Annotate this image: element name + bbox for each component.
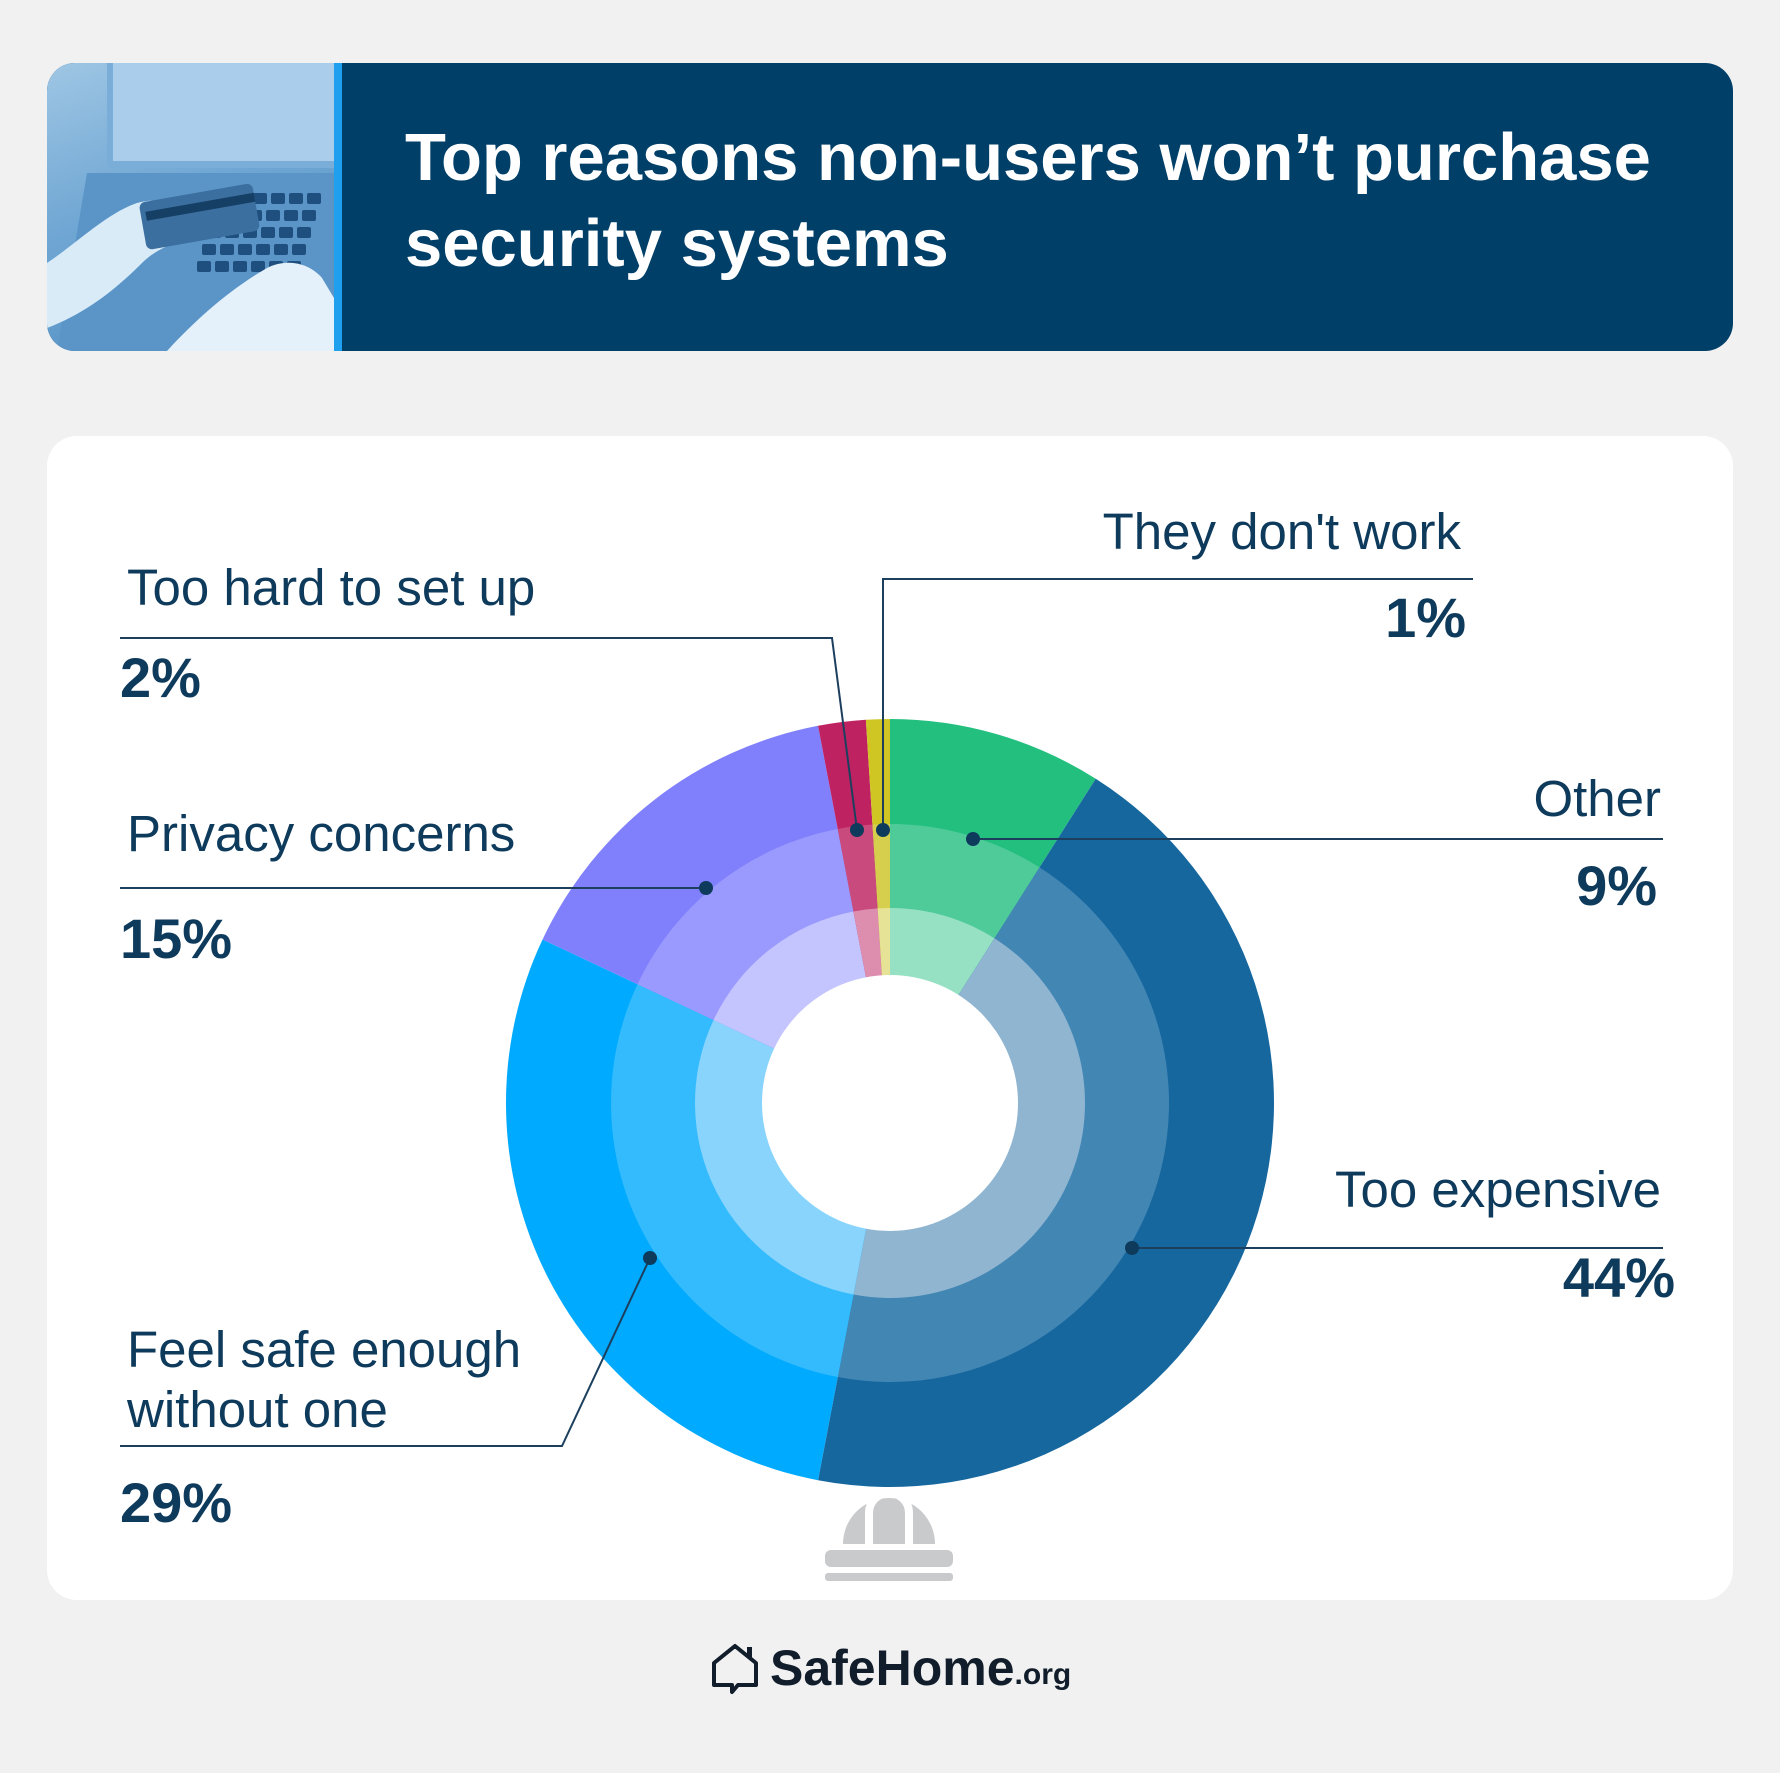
page-title: Top reasons non-users won’t purchase sec… — [405, 120, 1651, 281]
label-other: Other — [1533, 770, 1661, 827]
camera-lens — [865, 1489, 913, 1544]
security-camera-icon — [825, 1489, 953, 1581]
value-other: 9% — [1576, 854, 1657, 917]
footer-logo: SafeHome .org — [710, 1638, 1071, 1698]
chart-slices — [506, 719, 1275, 1488]
chart-center-hole — [762, 975, 1018, 1231]
value-too-expensive: 44% — [1562, 1246, 1675, 1309]
laptop-photo-illustration — [47, 63, 334, 351]
header-banner: Top reasons non-users won’t purchase sec… — [47, 63, 1733, 351]
leader-line-feel-safe-enough-without-one — [120, 1257, 651, 1447]
leader-dot-too-expensive — [1125, 1241, 1139, 1255]
leader-dot-feel-safe-enough-without-one — [643, 1251, 657, 1265]
leader-dot-they-don-t-work — [876, 823, 890, 837]
label-too-hard-to-set-up: Too hard to set up — [127, 559, 536, 616]
chart-leader-lines — [120, 578, 1663, 1447]
header-accent-stripe — [334, 63, 342, 351]
house-chat-icon — [712, 1644, 758, 1694]
camera-base — [825, 1550, 953, 1567]
leader-dot-too-hard-to-set-up — [850, 823, 864, 837]
label-privacy-concerns: Privacy concerns — [127, 805, 516, 862]
chart-card: Too hard to set up 2% Privacy concerns 1… — [47, 436, 1733, 1600]
label-feel-safe-enough: Feel safe enough without one — [127, 1321, 522, 1438]
donut-chart — [120, 578, 1663, 1581]
camera-mount — [825, 1573, 953, 1581]
leader-dot-privacy-concerns — [699, 881, 713, 895]
value-feel-safe-enough: 29% — [120, 1471, 233, 1534]
label-they-dont-work: They don't work — [1102, 503, 1461, 560]
leader-line-they-don-t-work — [882, 578, 1473, 830]
right-hand — [167, 262, 334, 351]
camera-dome — [843, 1498, 935, 1544]
footer-brand-suffix: .org — [1014, 1658, 1072, 1691]
label-too-expensive: Too expensive — [1334, 1161, 1661, 1218]
laptop-screen-glare — [113, 63, 334, 161]
leader-dot-other — [966, 832, 980, 846]
footer-brand: SafeHome — [770, 1640, 1015, 1696]
value-privacy-concerns: 15% — [120, 907, 233, 970]
laptop-credit-card-photo — [47, 63, 334, 351]
value-too-hard-to-set-up: 2% — [120, 646, 201, 709]
leader-line-too-hard-to-set-up — [120, 637, 858, 831]
value-they-dont-work: 1% — [1385, 586, 1466, 649]
credit-card-stripe — [145, 192, 256, 221]
